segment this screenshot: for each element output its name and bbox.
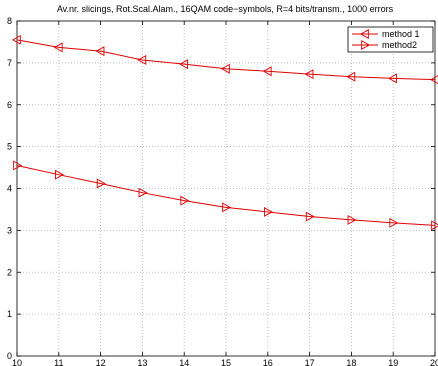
series-layer bbox=[11, 34, 438, 231]
x-tick-label: 18 bbox=[346, 358, 356, 366]
data-point bbox=[389, 217, 399, 228]
y-tick-label: 0 bbox=[7, 351, 12, 361]
legend-box bbox=[347, 26, 434, 53]
legend-marker bbox=[359, 29, 369, 39]
data-point bbox=[305, 211, 315, 222]
data-point bbox=[13, 160, 23, 171]
data-point bbox=[220, 63, 230, 74]
x-tick-label: 16 bbox=[263, 358, 273, 366]
series-line bbox=[16, 164, 436, 226]
x-tick-label: 17 bbox=[305, 358, 315, 366]
grid bbox=[17, 21, 435, 356]
series-1 bbox=[11, 34, 438, 85]
data-point bbox=[304, 69, 314, 80]
y-tick-label: 1 bbox=[7, 309, 12, 319]
series-2 bbox=[13, 160, 438, 231]
x-tick-label: 10 bbox=[12, 358, 22, 366]
data-point bbox=[347, 214, 357, 225]
data-point bbox=[138, 187, 148, 198]
data-point bbox=[263, 206, 273, 217]
data-point bbox=[180, 195, 190, 206]
legend-marker bbox=[361, 40, 371, 50]
data-point bbox=[11, 34, 21, 45]
chart-title: Av.nr. slicings, Rot.Scal.Alam., 16QAM c… bbox=[57, 4, 394, 14]
data-point bbox=[53, 42, 63, 53]
y-tick-label: 7 bbox=[7, 58, 12, 68]
y-tick-label: 2 bbox=[7, 267, 12, 277]
x-tick-label: 12 bbox=[96, 358, 106, 366]
data-point bbox=[388, 73, 398, 84]
data-point bbox=[95, 46, 105, 57]
data-point bbox=[429, 75, 438, 85]
data-point bbox=[222, 202, 232, 213]
x-tick-label: 11 bbox=[54, 358, 63, 366]
y-tick-label: 8 bbox=[7, 16, 12, 26]
y-tick-label: 3 bbox=[7, 225, 12, 235]
data-point bbox=[179, 59, 189, 70]
x-tick-label: 13 bbox=[137, 358, 147, 366]
data-point bbox=[262, 66, 272, 77]
data-point bbox=[96, 178, 106, 189]
y-tick-label: 6 bbox=[7, 100, 12, 110]
x-tick-label: 20 bbox=[430, 358, 438, 366]
legend-label: method2 bbox=[382, 40, 417, 50]
x-tick-label: 14 bbox=[179, 358, 189, 366]
data-point bbox=[346, 71, 356, 82]
data-point bbox=[137, 54, 147, 65]
x-tick-label: 19 bbox=[388, 358, 398, 366]
x-tick-label: 15 bbox=[221, 358, 231, 366]
y-tick-label: 4 bbox=[7, 184, 12, 194]
y-tick-label: 5 bbox=[7, 142, 12, 152]
series-line bbox=[16, 39, 436, 81]
legend-label: method 1 bbox=[382, 29, 420, 39]
data-point bbox=[431, 220, 438, 231]
data-point bbox=[54, 169, 64, 180]
